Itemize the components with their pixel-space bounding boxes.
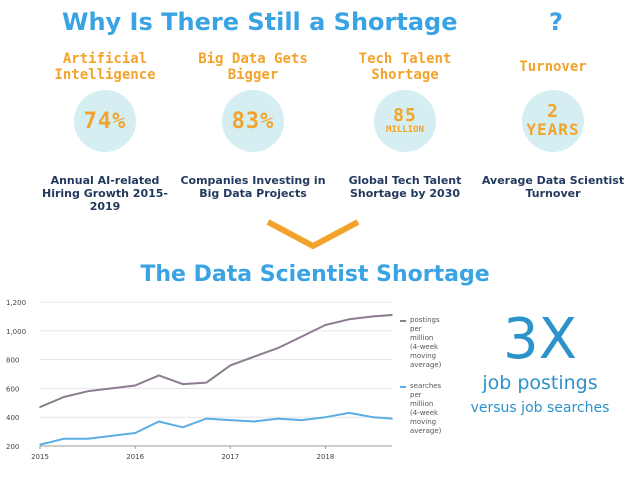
legend-postings-swatch: [400, 320, 406, 322]
callout-multiplier: 3X: [503, 307, 577, 372]
legend-line: per: [410, 391, 422, 399]
legend-postings-text: postings per million (4-week moving aver…: [410, 316, 441, 370]
stat-value: 83%: [231, 108, 275, 134]
section-title: The Data Scientist Shortage: [140, 262, 490, 287]
legend-line: million: [410, 400, 434, 408]
y-tick-label: 400: [6, 414, 19, 422]
stat-ai: Artificial Intelligence 74% Annual AI-re…: [30, 50, 180, 213]
stat-value: 85: [393, 105, 417, 126]
chevron-down-icon: [266, 219, 360, 250]
stat-circle: 83%: [222, 90, 284, 152]
stat-heading: Artificial Intelligence: [54, 51, 156, 83]
stat-circle: 74%: [74, 90, 136, 152]
stat-heading: Tech Talent Shortage: [358, 51, 452, 83]
searches-point: [253, 420, 255, 423]
stat-circle: 2 YEARS: [522, 90, 584, 152]
searches-point: [391, 417, 393, 420]
stat-description: Average Data Scientist Turnover: [481, 174, 625, 200]
callout-line-1: job postings: [482, 372, 598, 394]
x-tick-label: 2016: [126, 453, 144, 461]
series-searches-line: [39, 411, 393, 446]
postings-point: [110, 387, 113, 390]
postings-point: [134, 384, 136, 387]
searches-point: [39, 443, 41, 446]
legend-postings: postings per million (4-week moving aver…: [400, 316, 441, 370]
y-tick-label: 200: [6, 443, 19, 451]
searches-point: [86, 438, 89, 440]
legend-line: average): [410, 427, 442, 435]
postings-point: [372, 315, 374, 318]
postings-point: [391, 314, 393, 316]
title-question-mark: ?: [549, 8, 563, 36]
postings-point: [86, 390, 89, 393]
searches-point: [229, 419, 232, 421]
searches-point: [205, 417, 208, 420]
postings-point: [205, 381, 208, 384]
x-tick-label: 2015: [31, 453, 49, 461]
searches-point: [110, 435, 113, 437]
postings-point: [181, 383, 184, 385]
postings-point: [253, 355, 255, 358]
legend-line: moving: [410, 418, 437, 426]
legend-searches-text: searches per million (4-week moving aver…: [410, 382, 441, 436]
stat-unit: MILLION: [386, 125, 424, 135]
stat-big-data: Big Data Gets Bigger 83% Companies Inves…: [178, 50, 328, 210]
y-tick-label: 1,200: [6, 299, 26, 307]
stat-heading: Turnover: [519, 59, 587, 75]
x-tick-label: 2017: [221, 453, 239, 461]
postings-point: [62, 396, 65, 398]
header: Why Is There Still a Shortage ?: [0, 8, 630, 38]
stat-circle: 85 MILLION: [374, 90, 436, 152]
searches-point: [300, 419, 303, 421]
searches-point: [62, 438, 65, 440]
stat-value: 2: [547, 101, 559, 122]
postings-point: [324, 324, 327, 326]
searches-point: [324, 416, 327, 418]
postings-point: [158, 374, 160, 377]
legend-searches: searches per million (4-week moving aver…: [400, 382, 441, 436]
y-tick-label: 1,000: [6, 328, 26, 336]
stat-unit: YEARS: [526, 120, 580, 139]
stat-description: Global Tech Talent Shortage by 2030: [348, 174, 462, 200]
legend-line: searches: [410, 382, 442, 390]
x-tick-label: 2018: [316, 453, 334, 461]
stat-heading: Big Data Gets Bigger: [198, 51, 308, 83]
stat-tech-talent: Tech Talent Shortage 85 MILLION Global T…: [330, 50, 480, 210]
searches-point: [158, 420, 160, 423]
stat-description: Annual AI-related Hiring Growth 2015-201…: [42, 174, 168, 213]
postings-point: [39, 406, 41, 408]
searches-point: [277, 417, 279, 420]
page-title: Why Is There Still a Shortage: [62, 8, 458, 36]
legend-line: per: [410, 325, 422, 333]
postings-point: [277, 347, 279, 349]
stat-description: Companies Investing in Big Data Projects: [180, 174, 326, 200]
legend-line: million: [410, 334, 434, 342]
y-tick-label: 600: [6, 385, 19, 393]
legend-line: postings: [410, 316, 440, 324]
stat-turnover: Turnover 2 YEARS Average Data Scientist …: [478, 50, 628, 210]
legend-line: (4-week: [410, 343, 439, 351]
callout-line-2: versus job searches: [470, 400, 610, 416]
legend-line: moving: [410, 352, 437, 360]
y-tick-label: 800: [6, 357, 19, 365]
searches-point: [181, 426, 184, 429]
legend-line: average): [410, 361, 442, 369]
searches-point: [372, 416, 374, 418]
line-chart: 200 400 600 800 1,000 1,200 2015 2016 2017 2018: [6, 299, 393, 461]
searches-point: [348, 412, 350, 414]
searches-point: [134, 432, 136, 434]
series-postings-line: [39, 314, 393, 409]
legend-searches-swatch: [400, 386, 406, 388]
postings-point: [300, 335, 303, 338]
stat-value: 74%: [83, 108, 127, 134]
legend-line: (4-week: [410, 409, 439, 417]
postings-point: [348, 318, 350, 321]
postings-point: [229, 364, 232, 367]
